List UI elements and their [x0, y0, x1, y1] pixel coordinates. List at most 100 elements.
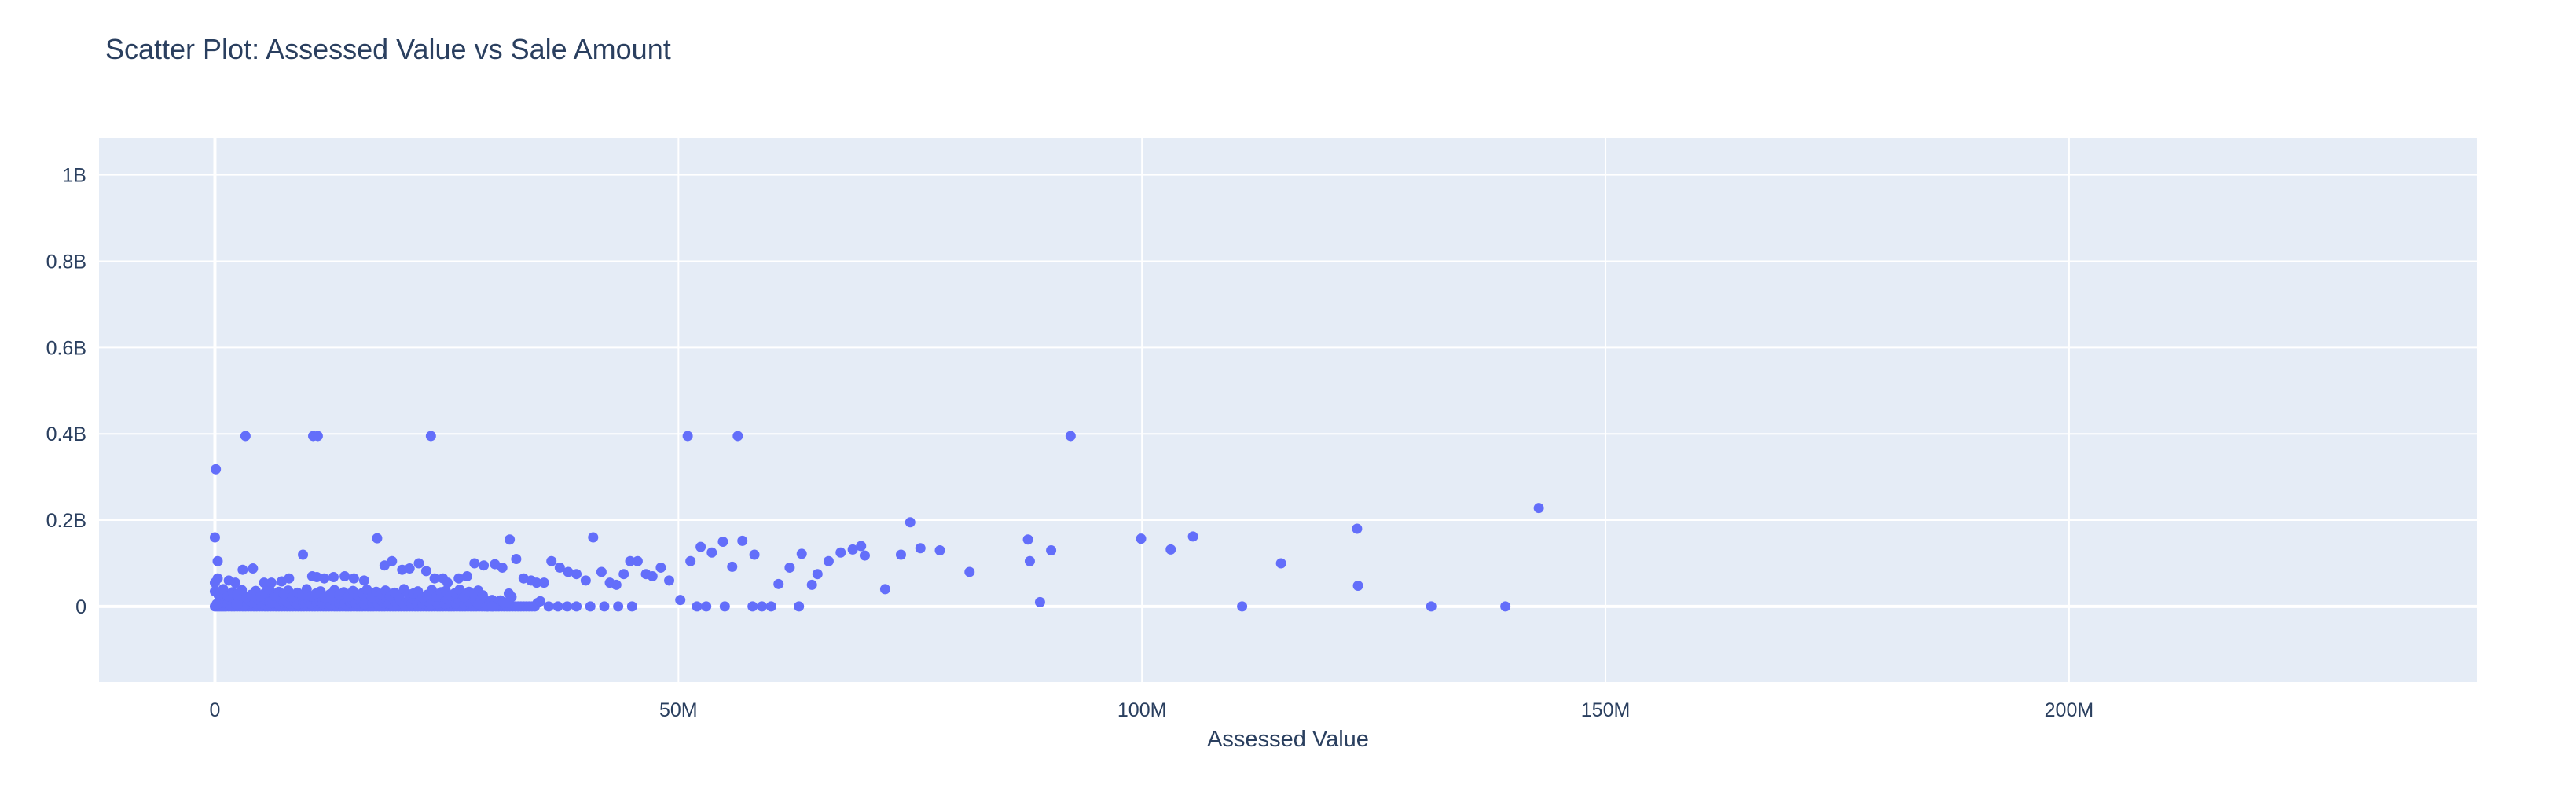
scatter-point[interactable] [655, 562, 666, 573]
scatter-point[interactable] [613, 601, 624, 612]
scatter-point[interactable] [339, 570, 350, 581]
scatter-point[interactable] [1046, 544, 1057, 555]
scatter-point[interactable] [934, 544, 945, 555]
scatter-point[interactable] [372, 533, 383, 544]
scatter-point[interactable] [554, 562, 565, 573]
scatter-point[interactable] [312, 431, 323, 442]
scatter-point[interactable] [585, 601, 596, 612]
scatter-point[interactable] [420, 566, 431, 577]
scatter-point[interactable] [212, 555, 223, 566]
scatter-point[interactable] [563, 566, 574, 577]
scatter-point[interactable] [823, 555, 834, 566]
scatter-point[interactable] [719, 601, 730, 612]
scatter-point[interactable] [599, 601, 610, 612]
scatter-point[interactable] [964, 566, 975, 577]
scatter-point[interactable] [429, 573, 440, 584]
scatter-point[interactable] [212, 573, 223, 584]
scatter-point[interactable] [453, 573, 464, 584]
scatter-point[interactable] [387, 555, 398, 566]
scatter-point[interactable] [675, 595, 686, 606]
scatter-point[interactable] [358, 575, 369, 586]
scatter-point[interactable] [796, 548, 807, 559]
scatter-point[interactable] [856, 541, 867, 552]
scatter-point[interactable] [229, 577, 240, 588]
scatter-point[interactable] [692, 601, 703, 612]
scatter-point[interactable] [486, 601, 497, 612]
scatter-point[interactable] [632, 555, 643, 566]
scatter-point[interactable] [479, 560, 490, 571]
scatter-point[interactable] [784, 562, 795, 573]
scatter-point[interactable] [580, 575, 591, 586]
scatter-point[interactable] [749, 549, 760, 560]
scatter-point[interactable] [543, 601, 554, 612]
scatter-point[interactable] [588, 532, 599, 543]
scatter-point[interactable] [379, 560, 390, 571]
scatter-point[interactable] [1426, 601, 1437, 612]
scatter-point[interactable] [562, 601, 573, 612]
scatter-points[interactable] [209, 431, 1544, 612]
scatter-point[interactable] [266, 577, 277, 588]
scatter-point[interactable] [328, 572, 339, 583]
scatter-point[interactable] [211, 464, 222, 475]
scatter-point[interactable] [835, 547, 846, 558]
scatter-point[interactable] [664, 575, 675, 586]
scatter-point[interactable] [847, 544, 858, 555]
scatter-point[interactable] [647, 570, 658, 581]
scatter-point[interactable] [859, 550, 870, 561]
scatter-point[interactable] [497, 562, 508, 573]
scatter-point[interactable] [461, 570, 472, 581]
scatter-point[interactable] [747, 601, 758, 612]
scatter-point[interactable] [685, 555, 696, 566]
scatter-point[interactable] [682, 431, 693, 442]
scatter-point[interactable] [477, 590, 488, 601]
scatter-point[interactable] [794, 601, 805, 612]
scatter-point[interactable] [1024, 555, 1035, 566]
scatter-point[interactable] [552, 601, 563, 612]
scatter-point[interactable] [284, 573, 295, 584]
scatter-point[interactable] [319, 573, 330, 584]
scatter-point[interactable] [1187, 531, 1198, 542]
scatter-point[interactable] [571, 601, 582, 612]
scatter-point[interactable] [626, 601, 637, 612]
scatter-point[interactable] [237, 585, 248, 596]
scatter-point[interactable] [298, 549, 309, 560]
scatter-point[interactable] [727, 561, 738, 572]
scatter-point[interactable] [1136, 533, 1147, 544]
scatter-point[interactable] [505, 534, 516, 545]
scatter-point[interactable] [915, 543, 926, 554]
scatter-point[interactable] [1165, 544, 1176, 555]
scatter-point[interactable] [806, 579, 817, 590]
scatter-point[interactable] [1034, 596, 1045, 607]
scatter-point[interactable] [732, 431, 743, 442]
scatter-point[interactable] [701, 601, 712, 612]
scatter-point[interactable] [511, 553, 522, 564]
scatter-point[interactable] [571, 569, 582, 580]
scatter-point[interactable] [611, 579, 622, 590]
scatter-point[interactable] [442, 577, 453, 588]
scatter-point[interactable] [425, 431, 436, 442]
scatter-point[interactable] [454, 584, 465, 595]
scatter-point[interactable] [765, 601, 776, 612]
scatter-point[interactable] [717, 537, 728, 548]
scatter-point[interactable] [535, 596, 546, 607]
scatter-point[interactable] [706, 547, 717, 558]
scatter-point[interactable] [361, 584, 372, 595]
scatter-point[interactable] [695, 541, 706, 552]
scatter-point[interactable] [1022, 534, 1033, 545]
scatter-point[interactable] [596, 566, 607, 577]
scatter-point[interactable] [531, 577, 542, 588]
scatter-point[interactable] [469, 558, 480, 569]
scatter-point[interactable] [757, 601, 768, 612]
scatter-point[interactable] [404, 563, 415, 574]
scatter-point[interactable] [618, 569, 629, 580]
scatter-point[interactable] [773, 578, 784, 589]
scatter-point[interactable] [737, 535, 748, 546]
scatter-point[interactable] [546, 555, 557, 566]
scatter-point[interactable] [625, 555, 636, 566]
scatter-point[interactable] [248, 563, 259, 574]
scatter-point[interactable] [905, 517, 916, 528]
scatter-point[interactable] [1237, 601, 1248, 612]
scatter-point[interactable] [237, 564, 248, 575]
scatter-point[interactable] [812, 569, 823, 580]
scatter-point[interactable] [1275, 558, 1286, 569]
